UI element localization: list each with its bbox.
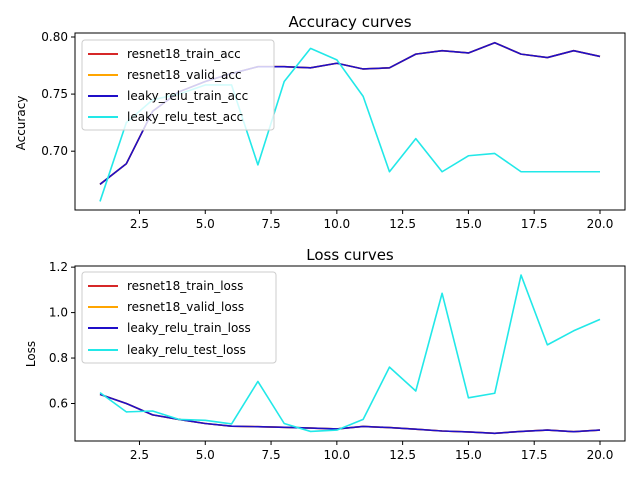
loss-y-tick-label: 0.8 (49, 351, 68, 365)
legend-label-resnet18-train-loss: resnet18_train_loss (127, 279, 243, 293)
loss-chart-y-axis-label: Loss (24, 341, 38, 367)
loss-x-tick-label: 20.0 (587, 448, 614, 462)
loss-x-tick-label: 2.5 (130, 448, 149, 462)
loss-x-tick-label: 15.0 (455, 448, 482, 462)
accuracy-chart: Accuracy curves Accuracy 2.5 5.0 7.5 10.0 12… (14, 13, 626, 231)
loss-chart-legend: resnet18_train_loss resnet18_valid_loss … (81, 271, 277, 364)
accuracy-x-tick-label: 12.5 (389, 217, 416, 231)
loss-chart-ticks: 2.5 5.0 7.5 10.0 12.5 15.0 17.5 20.0 0.6 0.8 1.0 1.… (49, 260, 613, 462)
accuracy-chart-y-axis-label: Accuracy (14, 96, 28, 151)
legend-label-leaky-relu-train-loss: leaky_relu_train_loss (127, 321, 251, 335)
accuracy-chart-ticks: 2.5 5.0 7.5 10.0 12.5 15.0 17.5 20.0 0.70 0.75 0.8… (41, 30, 613, 231)
loss-x-tick-label: 7.5 (262, 448, 281, 462)
legend-label-leaky-relu-test-acc: leaky_relu_test_acc (127, 110, 243, 124)
accuracy-x-tick-label: 15.0 (455, 217, 482, 231)
loss-x-tick-label: 17.5 (521, 448, 548, 462)
loss-x-tick-label: 10.0 (323, 448, 350, 462)
accuracy-x-tick-label: 20.0 (587, 217, 614, 231)
legend-label-leaky-relu-test-loss: leaky_relu_test_loss (127, 343, 246, 357)
accuracy-x-tick-label: 2.5 (130, 217, 149, 231)
loss-chart-frame (74, 265, 626, 442)
accuracy-chart-frame (74, 32, 626, 211)
loss-chart-lines (99, 274, 601, 435)
series-line-leaky-relu-test-loss (99, 274, 601, 433)
accuracy-x-tick-label: 5.0 (196, 217, 215, 231)
accuracy-x-tick-label: 7.5 (262, 217, 281, 231)
loss-y-tick-label: 1.2 (49, 260, 68, 274)
accuracy-y-tick-label: 0.80 (41, 30, 68, 44)
legend-label-resnet18-valid-loss: resnet18_valid_loss (127, 300, 244, 314)
loss-legend-box (81, 271, 277, 364)
loss-y-tick-label: 1.0 (49, 306, 68, 320)
loss-x-tick-label: 12.5 (389, 448, 416, 462)
accuracy-x-tick-label: 17.5 (521, 217, 548, 231)
accuracy-legend-box (81, 39, 275, 131)
legend-label-leaky-relu-train-acc: leaky_relu_train_acc (127, 89, 248, 103)
legend-label-resnet18-valid-acc: resnet18_valid_acc (127, 68, 242, 82)
legend-label-resnet18-train-acc: resnet18_train_acc (127, 47, 241, 61)
loss-chart: Loss curves Loss 2.5 5.0 7.5 10.0 12.5 15.0 17… (24, 246, 626, 462)
accuracy-x-tick-label: 10.0 (323, 217, 350, 231)
accuracy-y-tick-label: 0.70 (41, 144, 68, 158)
loss-chart-title: Loss curves (306, 246, 394, 264)
accuracy-chart-title: Accuracy curves (288, 13, 411, 31)
accuracy-chart-legend: resnet18_train_acc resnet18_valid_acc le… (81, 39, 275, 131)
loss-y-tick-label: 0.6 (49, 397, 68, 411)
loss-x-tick-label: 5.0 (196, 448, 215, 462)
accuracy-y-tick-label: 0.75 (41, 87, 68, 101)
